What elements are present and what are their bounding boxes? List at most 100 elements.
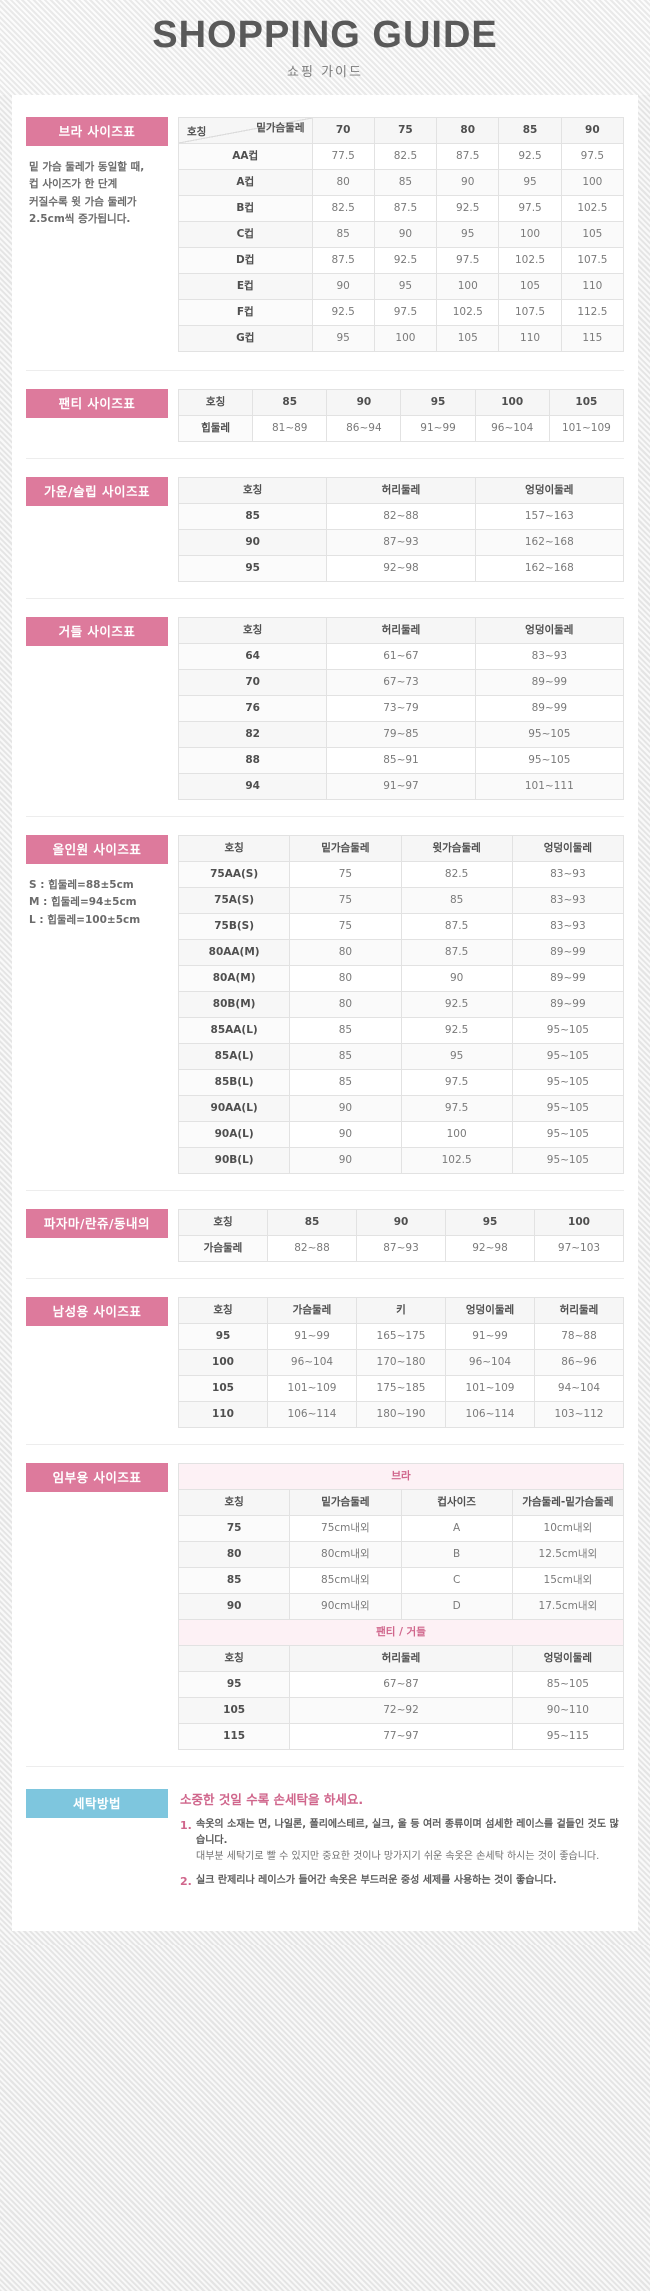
table-row: 90AA(L) 90 97.5 95~105 — [177, 1095, 625, 1122]
cell: 91~99 — [267, 1323, 357, 1350]
cell: 87~93 — [356, 1235, 446, 1262]
cell: 83~93 — [511, 913, 625, 940]
cell: 61~67 — [326, 643, 476, 670]
divider — [26, 816, 624, 817]
cell: 92.5 — [400, 1017, 513, 1044]
cell: 85cm내외 — [289, 1567, 402, 1594]
table-row: 95 91~99 165~175 91~99 78~88 — [178, 1323, 624, 1350]
cell: 87.5 — [400, 939, 513, 966]
table-row: 75B(S) 75 87.5 83~93 — [177, 913, 625, 940]
mens-col-chest: 가슴둘레 — [267, 1297, 357, 1324]
section-tag-pajama: 파자마/란쥬/동내의 — [26, 1209, 168, 1238]
content-card: 브라 사이즈표 밑 가슴 둘레가 동일할 때, 컵 사이즈가 한 단계 커질수록… — [12, 95, 638, 1931]
cell: 80cm내외 — [289, 1541, 402, 1568]
cell: 82.5 — [400, 861, 513, 888]
bra-table-body: AA컵 77.5 82.5 87.5 92.5 97.5 A컵 80 85 90 — [178, 143, 625, 352]
section-tag-girdle: 거들 사이즈표 — [26, 617, 168, 646]
cell: 92~98 — [445, 1235, 535, 1262]
girdle-col-designation: 호칭 — [177, 617, 328, 644]
section-tag-washing: 세탁방법 — [26, 1789, 168, 1818]
page-subtitle: 쇼핑 가이드 — [287, 64, 363, 80]
cell: 95~105 — [474, 721, 625, 748]
table-row: 가슴둘레 82~88 87~93 92~98 97~103 — [178, 1235, 624, 1262]
cell: 110 — [498, 325, 562, 352]
bra-desc-line-3: 커질수록 윗 가슴 둘레가 — [29, 195, 137, 208]
cell: 102.5 — [436, 299, 500, 326]
cell: 89~99 — [511, 965, 625, 992]
row-label: 75A(S) — [177, 887, 291, 914]
cell: 85 — [400, 887, 513, 914]
table-header-row: 호칭 허리둘레 엉덩이둘레 — [177, 1645, 625, 1672]
shopping-guide-page: SHOPPING GUIDE 쇼핑 가이드 브라 사이즈표 밑 가슴 둘레가 동… — [0, 0, 650, 1931]
cell: 96~104 — [445, 1349, 535, 1376]
row-label: 105 — [177, 1697, 291, 1724]
bra-desc-line-2: 컵 사이즈가 한 단계 — [29, 178, 118, 191]
section-gown: 가운/슬립 사이즈표 호칭 허리둘레 엉덩이둘레 85 82~88 — [12, 459, 638, 598]
cell: 91~99 — [400, 415, 476, 442]
table-header-row: 호칭 허리둘레 엉덩이둘레 — [177, 477, 625, 504]
row-label: 75B(S) — [177, 913, 291, 940]
cell: 107.5 — [560, 247, 625, 274]
table-row: 85AA(L) 85 92.5 95~105 — [177, 1017, 625, 1044]
bra-col-80: 80 — [436, 117, 500, 144]
cell: 105 — [498, 273, 562, 300]
section-girdle-right: 호칭 허리둘레 엉덩이둘레 64 61~67 83~93 70 — [177, 617, 625, 800]
panty-col-90: 90 — [326, 389, 402, 416]
row-label: 64 — [177, 643, 328, 670]
cell: 97.5 — [400, 1069, 513, 1096]
washing-item-text: 실크 란제리나 레이스가 들어간 속옷은 부드러운 중성 세제를 사용하는 것이… — [196, 1873, 557, 1891]
table-row: 64 61~67 83~93 — [177, 643, 625, 670]
maternity-bra-caption: 브라 — [178, 1463, 624, 1490]
mens-col-height: 키 — [356, 1297, 446, 1324]
cell: 95~105 — [511, 1095, 625, 1122]
cell: 90 — [289, 1121, 402, 1148]
table-row: 80A(M) 80 90 89~99 — [177, 965, 625, 992]
section-maternity-left: 임부용 사이즈표 — [26, 1463, 178, 1492]
cell: 75cm내외 — [289, 1515, 402, 1542]
cell: 95~105 — [474, 747, 625, 774]
cell: 87.5 — [373, 195, 438, 222]
cell: 80 — [289, 939, 402, 966]
bra-header-designation-label: 호칭 — [187, 125, 207, 138]
cell: 105 — [560, 221, 625, 248]
section-allinone-right: 호칭 밑가슴둘레 윗가슴둘레 엉덩이둘레 75AA(S) 75 82.5 83~… — [177, 835, 625, 1174]
cell: 80 — [311, 169, 375, 196]
divider — [26, 598, 624, 599]
section-panty: 팬티 사이즈표 호칭 85 90 95 100 105 — [12, 371, 638, 458]
cell: 73~79 — [326, 695, 476, 722]
cell: 175~185 — [356, 1375, 446, 1402]
cell: 87.5 — [436, 143, 500, 170]
section-mens-left: 남성용 사이즈표 — [26, 1297, 178, 1326]
row-label: 85AA(L) — [177, 1017, 291, 1044]
table-row: 100 96~104 170~180 96~104 86~96 — [178, 1349, 624, 1376]
row-label: G컵 — [178, 325, 313, 352]
row-label: 94 — [177, 773, 328, 800]
cell: 101~109 — [445, 1375, 535, 1402]
table-row: 75A(S) 75 85 83~93 — [177, 887, 625, 914]
row-label: 80AA(M) — [177, 939, 291, 966]
cell: A — [400, 1515, 513, 1542]
bra-col-70: 70 — [311, 117, 375, 144]
section-tag-bra: 브라 사이즈표 — [26, 117, 168, 146]
pajama-col-100: 100 — [534, 1209, 624, 1236]
cell: 92.5 — [373, 247, 438, 274]
cell: 85 — [289, 1069, 402, 1096]
section-maternity: 임부용 사이즈표 브라 호칭 밑가슴둘레 컵사이즈 가슴둘레-밑가슴둘레 — [12, 1445, 638, 1766]
cell: 91~97 — [326, 773, 476, 800]
table-row: 105 101~109 175~185 101~109 94~104 — [178, 1375, 624, 1402]
table-header-row: 호칭 85 90 95 100 — [178, 1209, 624, 1236]
cell: 85~91 — [326, 747, 476, 774]
row-label: 76 — [177, 695, 328, 722]
cell: 89~99 — [474, 695, 625, 722]
maternity-panty-col-designation: 호칭 — [177, 1645, 291, 1672]
table-row: E컵 90 95 100 105 110 — [178, 273, 625, 300]
cell: 95 — [373, 273, 438, 300]
cell: 92~98 — [326, 555, 476, 582]
pajama-col-85: 85 — [267, 1209, 357, 1236]
cell: 97.5 — [400, 1095, 513, 1122]
table-header-row: 호칭 허리둘레 엉덩이둘레 — [177, 617, 625, 644]
allinone-col-overbust: 윗가슴둘레 — [400, 835, 513, 862]
bra-diagonal-header-cell: 밑가슴둘레 호칭 — [178, 117, 313, 144]
maternity-bra-col-diff: 가슴둘레-밑가슴둘레 — [511, 1489, 625, 1516]
cell: B — [400, 1541, 513, 1568]
